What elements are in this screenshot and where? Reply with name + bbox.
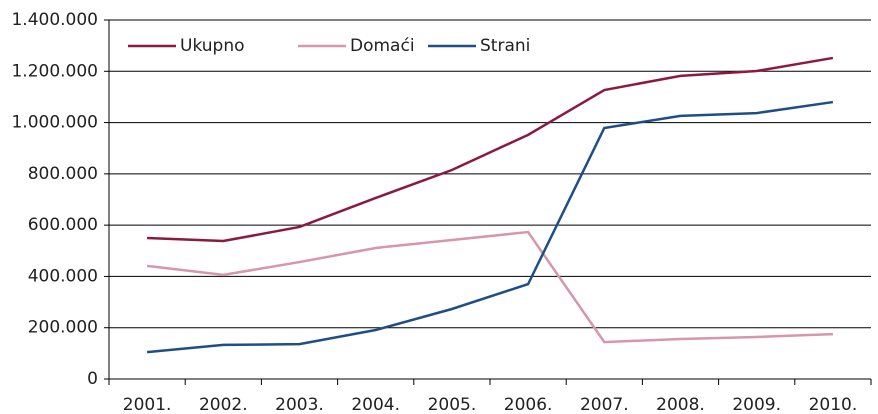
legend-label: Strani xyxy=(480,36,530,56)
y-tick-label: 0 xyxy=(87,369,98,389)
x-tick-label: 2005. xyxy=(428,395,477,414)
x-tick-label: 2001. xyxy=(123,395,172,414)
series-line xyxy=(146,230,833,344)
y-tick-label: 1.000.000 xyxy=(11,113,98,133)
series-line xyxy=(147,56,834,243)
x-tick-label: 2002. xyxy=(199,395,248,414)
y-tick-label: 800.000 xyxy=(28,164,98,184)
series-line xyxy=(146,100,834,354)
y-tick-label: 1.400.000 xyxy=(11,10,98,30)
x-tick-label: 2003. xyxy=(275,395,324,414)
y-tick-label: 200.000 xyxy=(28,318,98,338)
x-tick-label: 2007. xyxy=(580,395,629,414)
x-tick-label: 2004. xyxy=(351,395,400,414)
legend-label: Domaći xyxy=(350,36,415,56)
y-tick-label: 400.000 xyxy=(28,266,98,286)
legend-label: Ukupno xyxy=(180,36,245,56)
y-tick-label: 600.000 xyxy=(28,215,98,235)
x-tick-label: 2006. xyxy=(504,395,553,414)
x-tick-label: 2010. xyxy=(809,395,858,414)
x-tick-label: 2008. xyxy=(656,395,705,414)
x-tick-label: 2009. xyxy=(732,395,781,414)
y-tick-label: 1.200.000 xyxy=(11,61,98,81)
